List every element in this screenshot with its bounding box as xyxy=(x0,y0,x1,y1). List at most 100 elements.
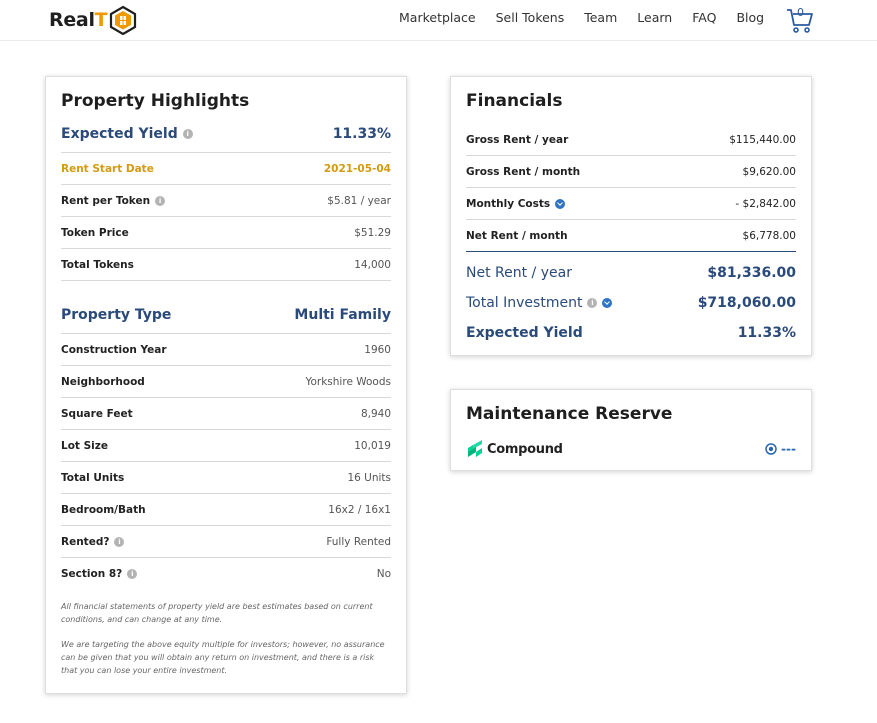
token-price-value: $51.29 xyxy=(354,226,391,239)
bedroom-bath-value: 16x2 / 16x1 xyxy=(328,503,391,516)
construction-year-row: Construction Year 1960 xyxy=(61,334,391,366)
gross-rent-month-row: Gross Rent / month $9,620.00 xyxy=(466,156,796,188)
cart-count: 0 xyxy=(797,6,804,19)
maintenance-reserve-title: Maintenance Reserve xyxy=(466,404,673,424)
token-icon xyxy=(765,443,777,455)
neighborhood-row: Neighborhood Yorkshire Woods xyxy=(61,366,391,398)
token-price-label: Token Price xyxy=(61,226,129,239)
bedroom-bath-label: Bedroom/Bath xyxy=(61,503,146,516)
maintenance-row: Compound --- xyxy=(466,439,796,459)
construction-year-value: 1960 xyxy=(364,343,391,356)
info-icon[interactable]: i xyxy=(587,298,598,308)
nav-marketplace[interactable]: Marketplace xyxy=(399,10,476,25)
net-rent-year-row: Net Rent / year $81,336.00 xyxy=(466,258,796,288)
square-feet-label: Square Feet xyxy=(61,407,133,420)
expected-yield-row: Expected Yield i 11.33% xyxy=(61,115,391,153)
nav-sell-tokens[interactable]: Sell Tokens xyxy=(495,10,565,25)
monthly-costs-label: Monthly Costs xyxy=(466,197,551,210)
realt-logo[interactable]: RealT xyxy=(49,3,138,37)
gross-rent-year-label: Gross Rent / year xyxy=(466,133,569,146)
total-tokens-value: 14,000 xyxy=(354,258,391,271)
property-highlights-title: Property Highlights xyxy=(61,91,250,111)
nav-team[interactable]: Team xyxy=(584,10,618,25)
compound-logo: Compound xyxy=(466,439,563,459)
total-tokens-row: Total Tokens 14,000 xyxy=(61,249,391,281)
nav-faq[interactable]: FAQ xyxy=(692,10,717,25)
fin-expected-yield-value: 11.33% xyxy=(737,325,796,341)
total-units-value: 16 Units xyxy=(347,471,391,484)
rented-row: Rented? i Fully Rented xyxy=(61,526,391,558)
net-rent-year-label: Net Rent / year xyxy=(466,265,572,281)
maintenance-reserve-card: Maintenance Reserve Compound --- xyxy=(450,389,812,471)
logo-text-t: T xyxy=(94,9,108,31)
cart-button[interactable]: 0 xyxy=(785,5,815,35)
property-type-label: Property Type xyxy=(61,307,172,323)
property-type-row: Property Type Multi Family xyxy=(61,281,391,334)
construction-year-label: Construction Year xyxy=(61,343,167,356)
nav-blog[interactable]: Blog xyxy=(736,10,765,25)
section-8-label: Section 8? xyxy=(61,568,123,580)
expected-yield-value: 11.33% xyxy=(332,125,391,142)
section-8-row: Section 8? i No xyxy=(61,558,391,590)
expected-yield-label: Expected Yield xyxy=(61,125,178,142)
monthly-costs-row: Monthly Costs - $2,842.00 xyxy=(466,188,796,220)
realt-house-icon xyxy=(110,5,137,35)
gross-rent-month-value: $9,620.00 xyxy=(742,165,796,178)
financials-title: Financials xyxy=(466,91,563,111)
rent-per-token-value: $5.81 / year xyxy=(327,194,391,207)
rent-start-date-value: 2021-05-04 xyxy=(323,162,391,175)
gross-rent-year-row: Gross Rent / year $115,440.00 xyxy=(466,124,796,156)
gross-rent-year-value: $115,440.00 xyxy=(729,133,796,146)
rented-label: Rented? xyxy=(61,535,110,548)
financials-card: Financials Gross Rent / year $115,440.00… xyxy=(450,76,812,356)
fin-expected-yield-row: Expected Yield 11.33% xyxy=(466,318,796,348)
net-rent-year-value: $81,336.00 xyxy=(707,265,796,281)
info-icon[interactable]: i xyxy=(127,569,138,579)
total-units-row: Total Units 16 Units xyxy=(61,462,391,494)
monthly-costs-value: - $2,842.00 xyxy=(735,197,796,210)
token-price-row: Token Price $51.29 xyxy=(61,217,391,249)
info-icon[interactable]: i xyxy=(114,536,125,547)
square-feet-row: Square Feet 8,940 xyxy=(61,398,391,430)
rent-start-date-row: Rent Start Date 2021-05-04 xyxy=(61,153,391,185)
net-rent-month-value: $6,778.00 xyxy=(742,229,796,242)
bedroom-bath-row: Bedroom/Bath 16x2 / 16x1 xyxy=(61,494,391,526)
compound-icon xyxy=(468,440,482,457)
gross-rent-month-label: Gross Rent / month xyxy=(466,165,581,178)
disclaimer-risk: We are targeting the above equity multip… xyxy=(61,640,385,675)
neighborhood-value: Yorkshire Woods xyxy=(305,375,391,388)
lot-size-value: 10,019 xyxy=(354,439,391,452)
nav-learn[interactable]: Learn xyxy=(637,10,673,25)
rent-per-token-row: Rent per Token i $5.81 / year xyxy=(61,185,391,217)
net-rent-month-row: Net Rent / month $6,778.00 xyxy=(466,220,796,252)
total-investment-row: Total Investment i $718,060.00 xyxy=(466,288,796,318)
square-feet-value: 8,940 xyxy=(360,407,391,420)
disclaimer-estimates: All financial statements of property yie… xyxy=(61,602,373,624)
main-nav: Marketplace Sell Tokens Team Learn FAQ B… xyxy=(399,10,784,25)
maintenance-amount: --- xyxy=(781,442,796,456)
total-tokens-label: Total Tokens xyxy=(61,258,134,271)
info-icon[interactable]: i xyxy=(155,195,166,206)
lot-size-row: Lot Size 10,019 xyxy=(61,430,391,462)
rent-per-token-label: Rent per Token xyxy=(61,194,151,207)
chevron-down-icon[interactable] xyxy=(555,198,566,209)
lot-size-label: Lot Size xyxy=(61,439,108,452)
rent-start-date-label: Rent Start Date xyxy=(61,162,154,175)
cart-icon xyxy=(787,9,813,33)
info-icon[interactable]: i xyxy=(182,128,193,139)
net-rent-month-label: Net Rent / month xyxy=(466,229,568,242)
total-units-label: Total Units xyxy=(61,471,125,484)
top-navbar: RealT Marketplace Sell Tokens Team Learn… xyxy=(0,0,877,41)
chevron-down-icon[interactable] xyxy=(602,298,613,308)
total-investment-value: $718,060.00 xyxy=(697,295,796,311)
total-investment-label: Total Investment xyxy=(466,295,583,311)
property-type-value: Multi Family xyxy=(294,307,391,323)
property-highlights-card: Property Highlights Expected Yield i 11.3… xyxy=(45,76,407,694)
maintenance-value: --- xyxy=(765,442,796,456)
neighborhood-label: Neighborhood xyxy=(61,375,145,388)
section-8-value: No xyxy=(376,568,391,580)
fin-expected-yield-label: Expected Yield xyxy=(466,325,583,341)
compound-label: Compound xyxy=(487,441,563,457)
rented-value: Fully Rented xyxy=(326,535,391,548)
logo-text-real: Real xyxy=(49,9,95,31)
